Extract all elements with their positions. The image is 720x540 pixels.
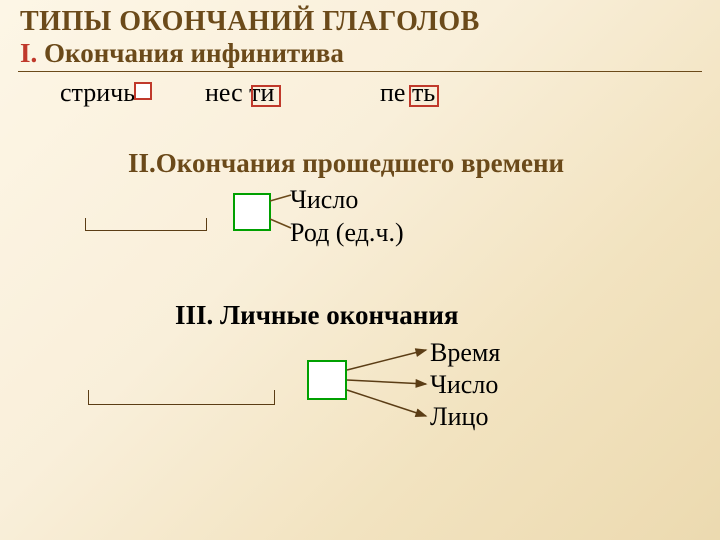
section-3-label-tense: Время bbox=[430, 338, 500, 368]
section-2-bracket bbox=[85, 218, 207, 231]
roman-numeral-1: I. bbox=[20, 38, 37, 68]
section-3-box bbox=[307, 360, 347, 400]
subtitle-text-1: Окончания инфинитива bbox=[37, 38, 344, 68]
slide: ТИПЫ ОКОНЧАНИЙ ГЛАГОЛОВ I. Окончания инф… bbox=[0, 0, 720, 540]
section-3-label-person: Лицо bbox=[430, 402, 488, 432]
section-3-label-number: Число bbox=[430, 370, 498, 400]
main-title: ТИПЫ ОКОНЧАНИЙ ГЛАГОЛОВ bbox=[20, 6, 480, 38]
section-2-label-gender: Род (ед.ч.) bbox=[290, 218, 404, 248]
section-2-label-number: Число bbox=[290, 185, 358, 215]
section-2-box bbox=[233, 193, 271, 231]
ending-box-3 bbox=[409, 85, 439, 107]
section-2-title: II.Окончания прошедшего времени bbox=[128, 148, 564, 179]
section-3-title: III. Личные окончания bbox=[175, 300, 459, 331]
subtitle-section-1: I. Окончания инфинитива bbox=[20, 38, 344, 69]
ending-box-2 bbox=[251, 85, 281, 107]
example-word-1: стричь bbox=[60, 78, 135, 108]
ending-box-1 bbox=[134, 82, 152, 100]
divider-line bbox=[18, 71, 702, 72]
section-3-bracket bbox=[88, 390, 275, 405]
